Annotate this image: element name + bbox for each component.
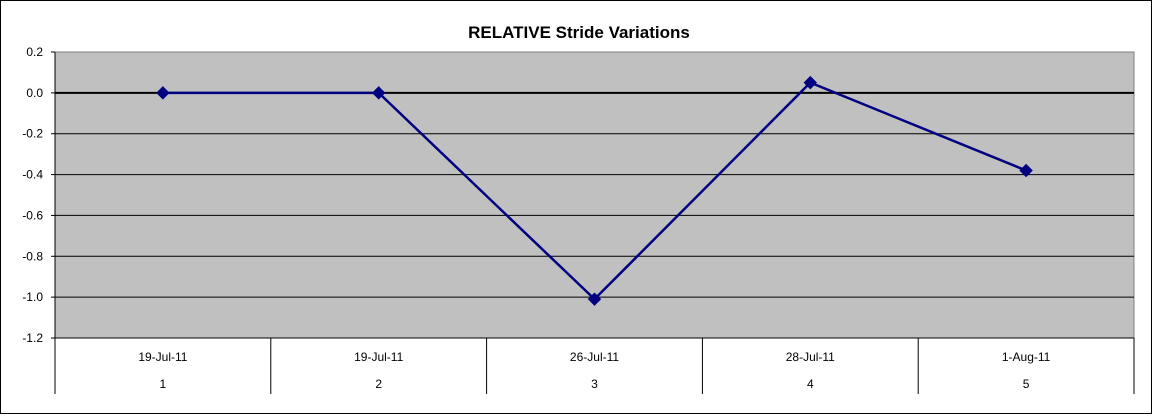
data-point-marker [587, 292, 602, 306]
x-tick-label-index: 3 [591, 377, 598, 391]
data-point-marker [156, 86, 170, 100]
y-tick-label: -0.4 [22, 168, 43, 182]
x-tick-label-index: 5 [1023, 377, 1030, 391]
x-tick-label-date: 28-Jul-11 [786, 350, 835, 364]
y-tick-label: -0.8 [22, 249, 43, 263]
x-tick-label-index: 1 [160, 377, 167, 391]
x-tick-label-date: 1-Aug-11 [1002, 350, 1051, 364]
x-axis: 19-Jul-11 1 19-Jul-11 2 26-Jul-11 3 28-Jul-11 4… [54, 337, 1135, 394]
data-point-marker [803, 75, 818, 90]
x-tick-label-index: 2 [375, 377, 382, 391]
y-tick-label: -0.2 [22, 127, 43, 141]
x-tick-label-date: 26-Jul-11 [570, 350, 619, 364]
y-axis-ticks: 0.2 0.0 -0.2 -0.4 -0.6 -0.8 -1.0 -1.2 [22, 45, 55, 345]
data-point-marker [371, 86, 386, 100]
data-point-marker [1019, 163, 1033, 178]
x-tick-label-date: 19-Jul-11 [354, 350, 403, 364]
x-tick-label-date: 19-Jul-11 [138, 350, 187, 364]
y-tick-label: -1.0 [22, 290, 43, 304]
chart-title: RELATIVE Stride Variations [468, 23, 690, 42]
series [156, 75, 1033, 306]
y-tick-label: -1.2 [22, 331, 43, 345]
x-tick-label-index: 4 [807, 377, 814, 391]
plot-area [54, 51, 1135, 339]
y-tick-label: -0.6 [22, 208, 43, 222]
y-tick-label: 0.0 [26, 86, 43, 100]
y-tick-label: 0.2 [26, 45, 43, 59]
